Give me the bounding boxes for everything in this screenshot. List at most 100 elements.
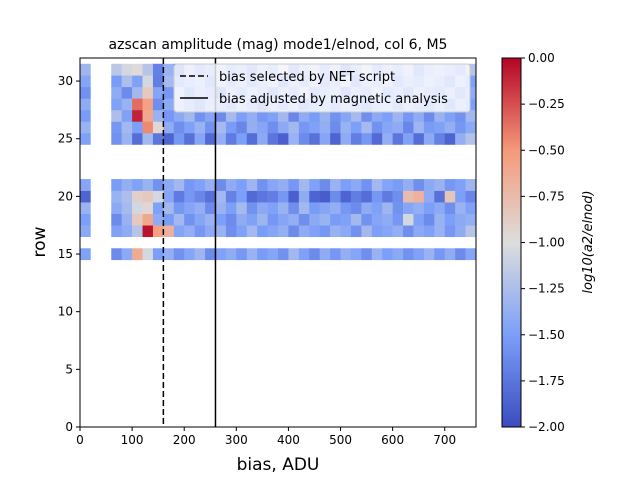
- heatmap-cell: [267, 179, 279, 191]
- heatmap-cell: [278, 213, 289, 226]
- heatmap-cell: [298, 248, 310, 261]
- heatmap-cell: [121, 109, 133, 122]
- heatmap-cell: [465, 132, 477, 145]
- colorbar-tick-label: −1.75: [528, 374, 565, 388]
- heatmap-cell: [111, 225, 122, 238]
- heatmap-cell: [392, 179, 404, 191]
- y-tick-label: 20: [58, 189, 73, 203]
- heatmap-cell: [267, 213, 279, 226]
- heatmap-cell: [309, 202, 320, 214]
- heatmap-cell: [142, 225, 154, 238]
- heatmap-cell: [142, 63, 154, 76]
- heatmap-cell: [278, 190, 289, 203]
- heatmap-cell: [121, 179, 133, 191]
- heatmap-cell: [444, 213, 456, 226]
- heatmap-cell: [236, 225, 248, 238]
- heatmap-cell: [257, 121, 268, 134]
- heatmap-cell: [340, 132, 352, 145]
- heatmap-cell: [205, 202, 216, 214]
- heatmap-cell: [142, 213, 154, 226]
- heatmap-cell: [225, 225, 237, 238]
- heatmap-cell: [173, 179, 185, 191]
- heatmap-cell: [350, 190, 362, 203]
- heatmap-cell: [194, 202, 206, 214]
- heatmap-cell: [298, 190, 310, 203]
- heatmap-cell: [194, 213, 206, 226]
- x-tick-label: 500: [329, 433, 352, 447]
- heatmap-cell: [465, 190, 477, 203]
- heatmap-cell: [184, 109, 195, 122]
- heatmap-cell: [288, 121, 300, 134]
- heatmap-cell: [121, 225, 133, 238]
- heatmap-cell: [80, 63, 91, 76]
- heatmap-cell: [246, 213, 258, 226]
- heatmap-cell: [121, 202, 133, 214]
- heatmap-cell: [246, 109, 258, 122]
- heatmap-cell: [278, 121, 289, 134]
- heatmap-cell: [246, 248, 258, 261]
- heatmap-cell: [423, 109, 435, 122]
- heatmap-cell: [298, 132, 310, 145]
- heatmap-cell: [465, 86, 477, 99]
- heatmap-cell: [267, 225, 279, 238]
- heatmap-cell: [236, 132, 248, 145]
- heatmap-cell: [392, 202, 404, 214]
- heatmap-cell: [80, 202, 91, 214]
- heatmap-cell: [465, 63, 477, 76]
- heatmap-cell: [194, 190, 206, 203]
- heatmap-cell: [132, 63, 143, 76]
- colorbar-ticks: 0.00 −0.25 −0.50 −0.75 −1.00 −1.25 −1.50 −1.75 −…: [521, 51, 565, 434]
- heatmap-cell: [465, 121, 477, 134]
- heatmap-cell: [465, 75, 477, 88]
- heatmap-cell: [330, 202, 341, 214]
- heatmap-cell: [423, 225, 435, 238]
- heatmap-cell: [455, 179, 466, 191]
- heatmap-cell: [340, 213, 352, 226]
- heatmap-cell: [80, 225, 91, 238]
- heatmap-cell: [434, 202, 446, 214]
- heatmap-cell: [236, 248, 248, 261]
- heatmap-cell: [257, 179, 268, 191]
- heatmap-cell: [152, 225, 164, 238]
- heatmap-cell: [455, 225, 466, 238]
- heatmap-cell: [298, 213, 310, 226]
- heatmap-cell: [111, 75, 122, 88]
- heatmap-cell: [194, 132, 206, 145]
- heatmap-cell: [371, 132, 383, 145]
- heatmap-cell: [80, 98, 91, 111]
- heatmap-cell: [132, 225, 143, 238]
- heatmap-cell: [121, 121, 133, 134]
- heatmap-cell: [444, 202, 456, 214]
- heatmap-cell: [465, 109, 477, 122]
- heatmap-cell: [403, 121, 414, 134]
- y-axis-label: row: [30, 226, 50, 257]
- heatmap-cell: [392, 109, 404, 122]
- heatmap-cell: [371, 248, 383, 261]
- heatmap-cell: [205, 248, 216, 261]
- heatmap-cell: [184, 213, 195, 226]
- heatmap-cell: [194, 109, 206, 122]
- heatmap-cell: [330, 121, 341, 134]
- heatmap-cell: [173, 213, 185, 226]
- heatmap-cell: [80, 190, 91, 203]
- heatmap-cell: [288, 202, 300, 214]
- heatmap-cell: [246, 132, 258, 145]
- colorbar: [501, 57, 522, 428]
- heatmap-cell: [298, 202, 310, 214]
- heatmap-cell: [205, 213, 216, 226]
- heatmap-cell: [236, 179, 248, 191]
- heatmap-cell: [382, 121, 393, 134]
- heatmap-cell: [298, 121, 310, 134]
- y-tick-label: 5: [65, 362, 73, 376]
- heatmap-cell: [413, 190, 425, 203]
- heatmap-cell: [288, 248, 300, 261]
- heatmap-cell: [340, 109, 352, 122]
- heatmap-cell: [236, 121, 248, 134]
- heatmap-cell: [132, 132, 143, 145]
- heatmap-cell: [173, 190, 185, 203]
- heatmap-cell: [288, 225, 300, 238]
- heatmap-cell: [340, 225, 352, 238]
- reference-lines: [162, 58, 217, 427]
- heatmap-cell: [361, 179, 373, 191]
- heatmap-cell: [361, 109, 373, 122]
